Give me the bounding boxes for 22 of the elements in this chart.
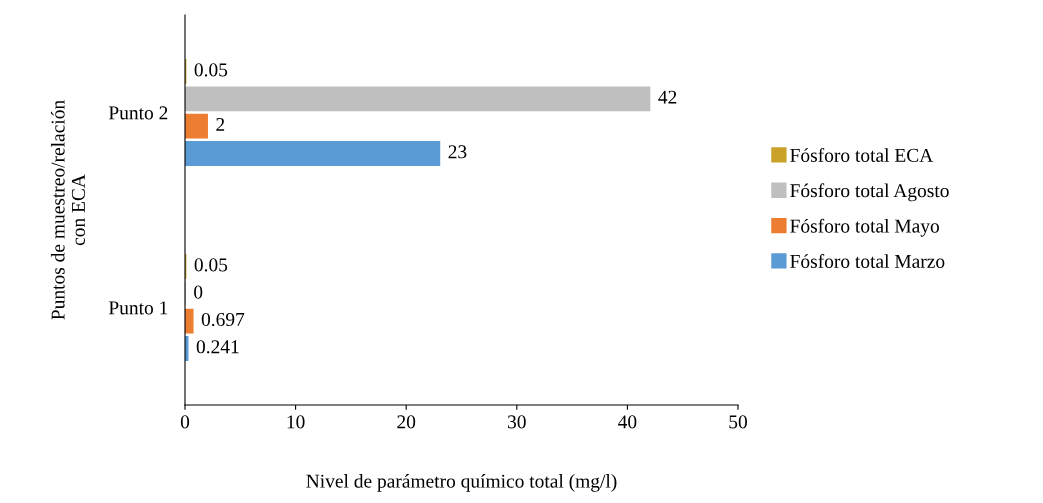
legend-label: Fósforo total ECA [790,148,934,162]
data-label: 2 [216,117,225,131]
legend-label: Fósforo total Agosto [790,183,949,202]
y-axis-title: Puntos de muestreo/relación con ECA [50,100,85,320]
x-tick-label: 30 [508,415,526,429]
legend-label: Fósforo total Mayo [790,218,939,237]
x-axis-title: Nivel de parámetro químico total (mg/l) [306,474,617,492]
data-label: 0.697 [201,312,245,327]
legend-label: Fósforo total Marzo [790,254,945,268]
y-tick-label: Punto 2 [108,106,168,120]
data-label: 23 [448,145,467,159]
data-label: 0.05 [194,258,228,272]
data-label: 0.241 [196,340,239,354]
data-label: 0 [194,285,203,299]
x-tick-label: 20 [397,415,416,429]
x-tick-label: 40 [618,415,637,429]
x-tick-label: 50 [729,415,747,429]
y-tick-label: Punto 1 [108,301,168,315]
x-tick-label: 10 [287,415,305,429]
data-label: 42 [658,90,677,104]
x-tick-label: 0 [180,415,190,429]
data-label: 0.05 [194,63,228,77]
